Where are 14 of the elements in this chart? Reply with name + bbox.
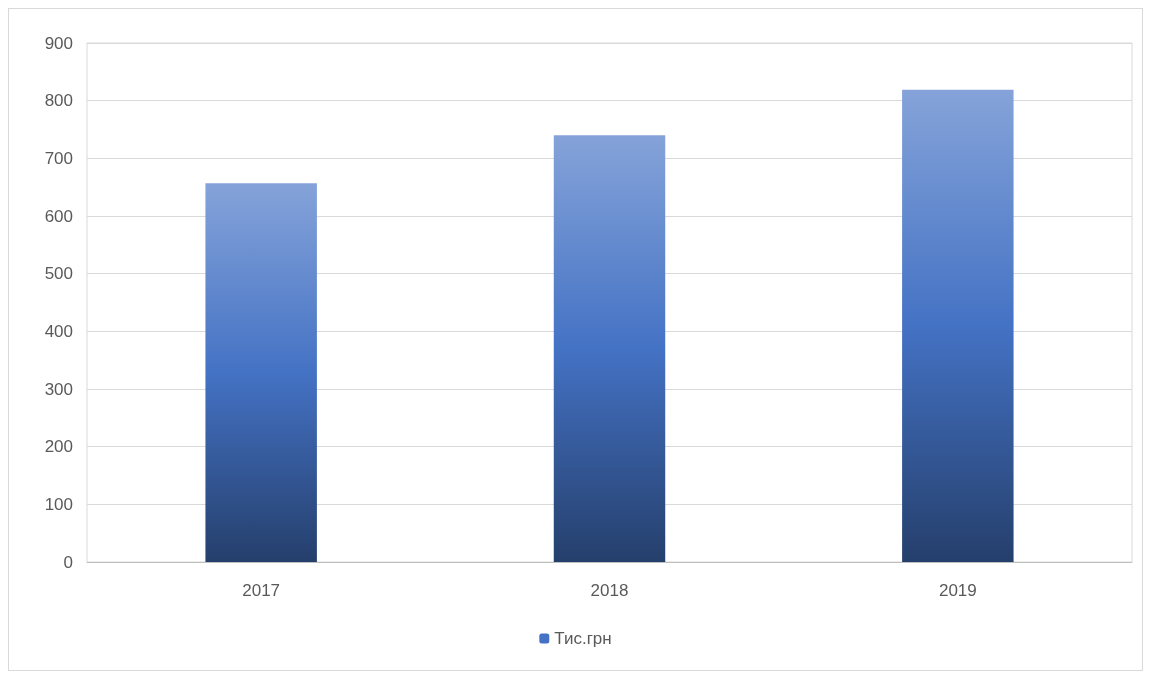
x-tick-label: 2017 xyxy=(242,581,281,600)
y-tick-label: 600 xyxy=(44,206,73,226)
y-tick-label: 500 xyxy=(44,264,73,284)
y-tick-label: 100 xyxy=(44,494,73,514)
y-tick-label: 400 xyxy=(44,321,73,341)
y-tick-label: 300 xyxy=(44,379,73,399)
legend-label: Тис.грн xyxy=(554,629,612,648)
x-tick-label: 2018 xyxy=(590,581,629,600)
y-tick-label: 700 xyxy=(44,148,73,168)
y-tick-label: 900 xyxy=(44,33,73,53)
y-tick-label: 800 xyxy=(44,91,73,111)
x-tick-label: 2019 xyxy=(938,581,977,600)
y-tick-label: 200 xyxy=(44,437,73,457)
y-tick-label: 0 xyxy=(63,552,73,572)
